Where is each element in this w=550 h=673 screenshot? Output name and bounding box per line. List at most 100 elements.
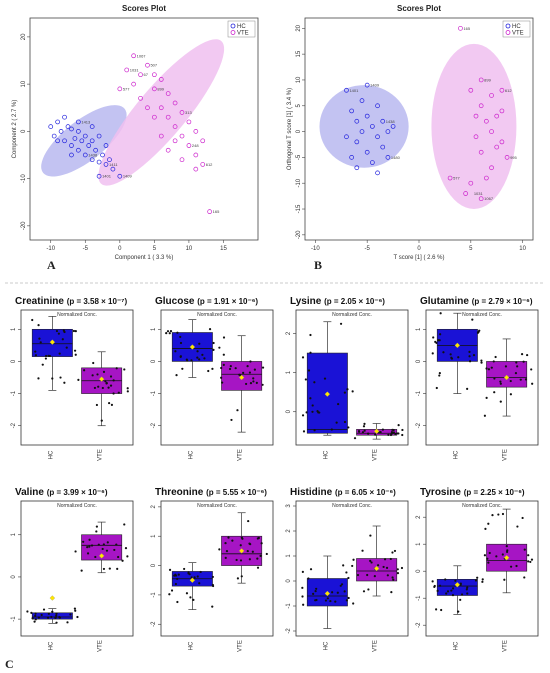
boxplot-title: Valine (p = 3.99 × 10⁻⁶) xyxy=(15,487,108,498)
normalized-conc-label: Normalized Conc. xyxy=(462,503,502,509)
point-label: 1409 xyxy=(123,174,133,179)
point-vte xyxy=(484,118,489,124)
point-vte xyxy=(499,139,505,145)
point-hc xyxy=(344,87,349,93)
point-hc xyxy=(100,152,105,158)
sample-point xyxy=(492,360,495,363)
sample-point xyxy=(390,591,393,594)
sample-point xyxy=(339,322,343,325)
sample-point xyxy=(495,555,498,558)
sample-point xyxy=(225,550,229,553)
point-hc xyxy=(86,143,92,148)
sample-point xyxy=(236,577,240,580)
sample-point xyxy=(386,574,389,577)
sample-point xyxy=(236,409,239,412)
point-hc xyxy=(107,157,112,163)
sample-point xyxy=(74,550,77,553)
x-axis-label: Component 1 ( 3.3 %) xyxy=(115,255,174,261)
sample-point xyxy=(329,599,332,603)
sample-point xyxy=(248,542,251,545)
y-tick-label: -2 xyxy=(416,622,422,628)
sample-point xyxy=(193,576,196,579)
sample-point xyxy=(38,337,41,340)
point-hc xyxy=(364,113,370,119)
sample-point xyxy=(174,574,178,577)
x-tick-label: 5 xyxy=(153,246,157,252)
sample-point xyxy=(246,365,249,368)
sample-point xyxy=(34,612,37,615)
point-hc xyxy=(390,124,396,129)
sample-point xyxy=(116,567,119,570)
boxplot-histidine: Histidine (p = 6.05 × 10⁻⁶) Normalized Co… xyxy=(286,487,409,652)
legend-label-vte: VTE xyxy=(237,31,249,37)
sample-point xyxy=(438,374,441,377)
sample-point xyxy=(335,421,338,424)
legend-label-vte: VTE xyxy=(512,31,524,37)
sample-point xyxy=(252,380,255,383)
sample-point xyxy=(343,590,346,593)
sample-point xyxy=(468,355,471,358)
sample-point xyxy=(311,410,314,413)
y-tick-label: 0 xyxy=(151,359,157,363)
sample-point xyxy=(248,558,251,561)
sample-point xyxy=(531,382,534,385)
sample-point xyxy=(440,608,443,612)
sample-point xyxy=(301,595,304,598)
sample-point xyxy=(494,355,497,359)
point-vte xyxy=(193,166,199,172)
sample-point xyxy=(39,341,42,344)
point-vte xyxy=(494,144,500,150)
sample-point xyxy=(192,598,195,601)
sample-point xyxy=(305,411,308,414)
y-tick-label: -1 xyxy=(286,603,292,609)
y-tick-label: 10 xyxy=(21,80,27,87)
sample-point xyxy=(31,617,34,620)
sample-point xyxy=(112,392,115,395)
sample-point xyxy=(393,549,397,553)
sample-point xyxy=(50,615,53,619)
sample-point xyxy=(476,576,479,579)
point-vte xyxy=(172,138,178,144)
sample-point xyxy=(54,616,57,619)
sample-point xyxy=(190,359,193,362)
sample-point xyxy=(248,371,252,374)
sample-point xyxy=(432,336,435,339)
point-label: 248 xyxy=(192,143,199,148)
sample-point xyxy=(301,570,304,573)
sample-point xyxy=(391,576,394,579)
sample-point xyxy=(222,353,225,356)
sample-point xyxy=(331,591,334,594)
sample-point xyxy=(97,385,100,388)
sample-point xyxy=(381,428,384,431)
sample-point xyxy=(457,356,460,359)
sample-point xyxy=(115,367,118,370)
x-category-label: VTE xyxy=(373,640,379,652)
sample-point xyxy=(252,377,255,380)
sample-point xyxy=(522,360,525,363)
sample-point xyxy=(465,588,468,591)
point-vte xyxy=(484,175,489,181)
sample-point xyxy=(444,578,447,581)
sample-point xyxy=(481,578,484,581)
sample-point xyxy=(385,566,389,569)
sample-point xyxy=(367,432,370,435)
sample-point xyxy=(102,370,106,373)
sample-point xyxy=(86,546,89,549)
sample-point xyxy=(401,433,404,437)
sample-point xyxy=(449,353,452,356)
point-vte xyxy=(152,114,157,120)
sample-point xyxy=(51,610,54,613)
point-label: 1409 xyxy=(370,83,380,88)
sample-point xyxy=(90,544,94,547)
sample-point xyxy=(165,332,168,335)
point-vte xyxy=(200,138,206,144)
point-vte xyxy=(152,72,157,78)
point-vte xyxy=(468,180,474,186)
sample-point xyxy=(55,329,59,333)
point-hc xyxy=(354,165,360,171)
point-vte xyxy=(131,53,136,59)
point-hc xyxy=(65,124,71,129)
sample-point xyxy=(345,599,348,602)
sample-point xyxy=(304,378,307,381)
sample-point xyxy=(196,350,199,353)
